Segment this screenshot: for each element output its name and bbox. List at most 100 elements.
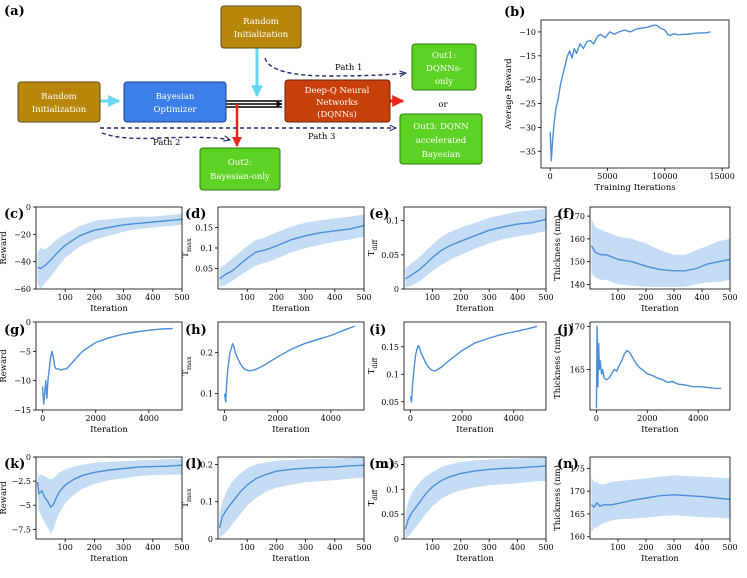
chart-n-xlabel: Iteration: [641, 554, 679, 564]
chart-d-ytick-label: 0.1: [200, 244, 213, 253]
panel-label-f: (f): [557, 207, 575, 222]
chart-d-band: [219, 214, 364, 287]
chart-h: 0 2000 4000 0.1 0.2 Iteration Tmax (h): [181, 321, 365, 435]
chart-i-ytick-label: 0.15: [381, 343, 399, 352]
panel-label-l: (l): [185, 457, 202, 472]
chart-e-xtick-label: 100: [425, 293, 440, 302]
box-out2-line1: Out2:: [228, 158, 252, 168]
chart-k-ytick-label: −7.5: [12, 525, 31, 534]
chart-n-ytick-label: 160: [570, 533, 585, 542]
chart-m-ylabel-sub: diff: [371, 488, 379, 500]
chart-l-xlabel: Iteration: [272, 554, 310, 564]
chart-l-series-line: [218, 464, 364, 528]
chart-e-xtick-label: 400: [510, 293, 525, 302]
path2-label: Path 2: [153, 138, 180, 148]
chart-n-ytick-label: 165: [570, 510, 585, 519]
chart-n-ytick-label: 175: [570, 464, 585, 473]
chart-k-xtick-label: 100: [58, 543, 73, 552]
chart-m-xtick-label: 500: [538, 543, 553, 552]
chart-b-xtick-label: 15000: [709, 172, 734, 181]
chart-h-xlabel: Iteration: [272, 425, 310, 435]
chart-n-ylabel: Thickness (nm): [552, 465, 563, 531]
chart-h-ylabel: Tmax: [181, 356, 193, 376]
chart-d-xlabel: Iteration: [272, 304, 310, 314]
chart-i-ytick-label: 0.05: [381, 398, 399, 407]
chart-d: 100 200 300 400 500 0.05 0.1 0.15 Iteration Tmax (…: [181, 206, 372, 314]
chart-g-ytick-label: 0: [26, 318, 31, 327]
or-text: or: [438, 100, 448, 110]
chart-c-ytick-label: 0: [26, 203, 31, 212]
chart-n-band: [591, 475, 730, 533]
chart-f-xtick-label: 200: [638, 293, 653, 302]
chart-e-xtick-label: 500: [538, 293, 553, 302]
chart-m-series-line: [404, 465, 546, 530]
chart-l-ytick-label: 0.2: [200, 460, 213, 469]
chart-d-ylabel: Tmax: [181, 238, 193, 258]
chart-m-frame: [403, 456, 547, 540]
chart-c-ytick-label: −40: [14, 258, 31, 267]
charts-layer: 0 5000 10000 15000−35−30−25−20−15−10Trainin…: [0, 5, 738, 564]
chart-m-xtick-label: 200: [453, 543, 468, 552]
chart-e-xtick-label: 300: [482, 293, 497, 302]
chart-n-xtick-label: 300: [666, 543, 681, 552]
box-bayesian-optimizer-line1: Bayesian: [156, 92, 195, 102]
chart-d-xtick-label: 100: [240, 293, 255, 302]
box-out3-line1: Out3: DQNN: [413, 122, 469, 132]
chart-c-ytick-label: −20: [14, 230, 31, 239]
chart-h-frame: [217, 321, 365, 411]
box-out2-line2: Bayesian-only: [210, 172, 270, 182]
chart-d-ytick-label: 0.05: [195, 265, 213, 274]
chart-d-xtick-label: 500: [356, 293, 371, 302]
chart-j: 0 2000 4000 165 170 Iteration Thickness (nm)(j…: [552, 321, 731, 435]
chart-i-xtick-label: 4000: [504, 414, 524, 423]
chart-b-ytick-label: −35: [519, 147, 536, 156]
chart-n: 100 200 300 400 500 160 165 170 175 Iteration Thic…: [552, 456, 738, 564]
chart-k-xtick-label: 200: [87, 543, 102, 552]
chart-l-xtick-label: 500: [356, 543, 371, 552]
chart-k: 100 200 300 400 500 −7.5 −5 −2.5 0 Iteration Rewar…: [0, 453, 190, 564]
chart-c-band: [37, 213, 182, 289]
chart-f-xtick-label: 500: [722, 293, 737, 302]
chart-i-ytick-label: 0.1: [386, 370, 399, 379]
chart-d-xtick-label: 300: [298, 293, 313, 302]
box-bayesian-optimizer: Bayesian Optimizer: [123, 81, 227, 123]
box-dqnn-line2: Networks: [316, 98, 358, 108]
box-out2: Out2: Bayesian-only: [199, 147, 281, 191]
chart-m-ytick-label: 0.15: [381, 460, 399, 469]
chart-f-ytick-label: 170: [570, 212, 585, 221]
chart-f: 100 200 300 400 500 140 150 160 170 Iteration Thic…: [552, 206, 738, 314]
chart-i-series-line: [409, 325, 538, 403]
chart-h-xtick-label: 0: [222, 414, 227, 423]
chart-i-xlabel: Iteration: [456, 425, 494, 435]
chart-d-ytick-label: 0.15: [195, 224, 213, 233]
chart-h-ylabel-sub: max: [185, 356, 193, 370]
chart-m-xtick-label: 400: [510, 543, 525, 552]
chart-i: 0 2000 4000 0.05 0.1 0.15 Iteration Tdiff (i): [367, 321, 547, 435]
chart-g-xtick-label: 0: [40, 414, 45, 423]
chart-b-ytick-label: −30: [519, 123, 536, 132]
chart-g-ytick-label: −10: [14, 377, 31, 386]
chart-f-ytick-label: 150: [570, 258, 585, 267]
chart-h-ytick-label: 0.2: [200, 349, 213, 358]
chart-k-xtick-label: 500: [174, 543, 189, 552]
chart-n-frame: [589, 456, 731, 540]
chart-f-ytick-label: 140: [570, 280, 585, 289]
chart-n-xtick-label: 100: [610, 543, 625, 552]
chart-j-ylabel: Thickness (nm): [552, 333, 563, 399]
chart-m-ylabel: Tdiff: [367, 488, 379, 506]
chart-i-xtick-label: 2000: [452, 414, 472, 423]
chart-l-band: [219, 457, 364, 539]
chart-f-series-line: [590, 245, 730, 272]
chart-k-ytick-label: −5: [19, 501, 31, 510]
box-out3: Out3: DQNN accelerated Bayesian: [399, 113, 483, 165]
chart-i-xtick-label: 0: [408, 414, 413, 423]
chart-k-xtick-label: 400: [145, 543, 160, 552]
chart-c-xlabel: Iteration: [90, 304, 128, 314]
path3-label: Path 3: [308, 132, 335, 142]
chart-b-xtick-label: 0: [548, 172, 553, 181]
chart-c-ylabel: Reward: [0, 231, 9, 265]
chart-b-xlabel: Training Iterations: [594, 183, 675, 193]
box-random-init-top-line2: Initialization: [234, 30, 289, 40]
chart-i-ylabel: Tdiff: [367, 356, 379, 374]
